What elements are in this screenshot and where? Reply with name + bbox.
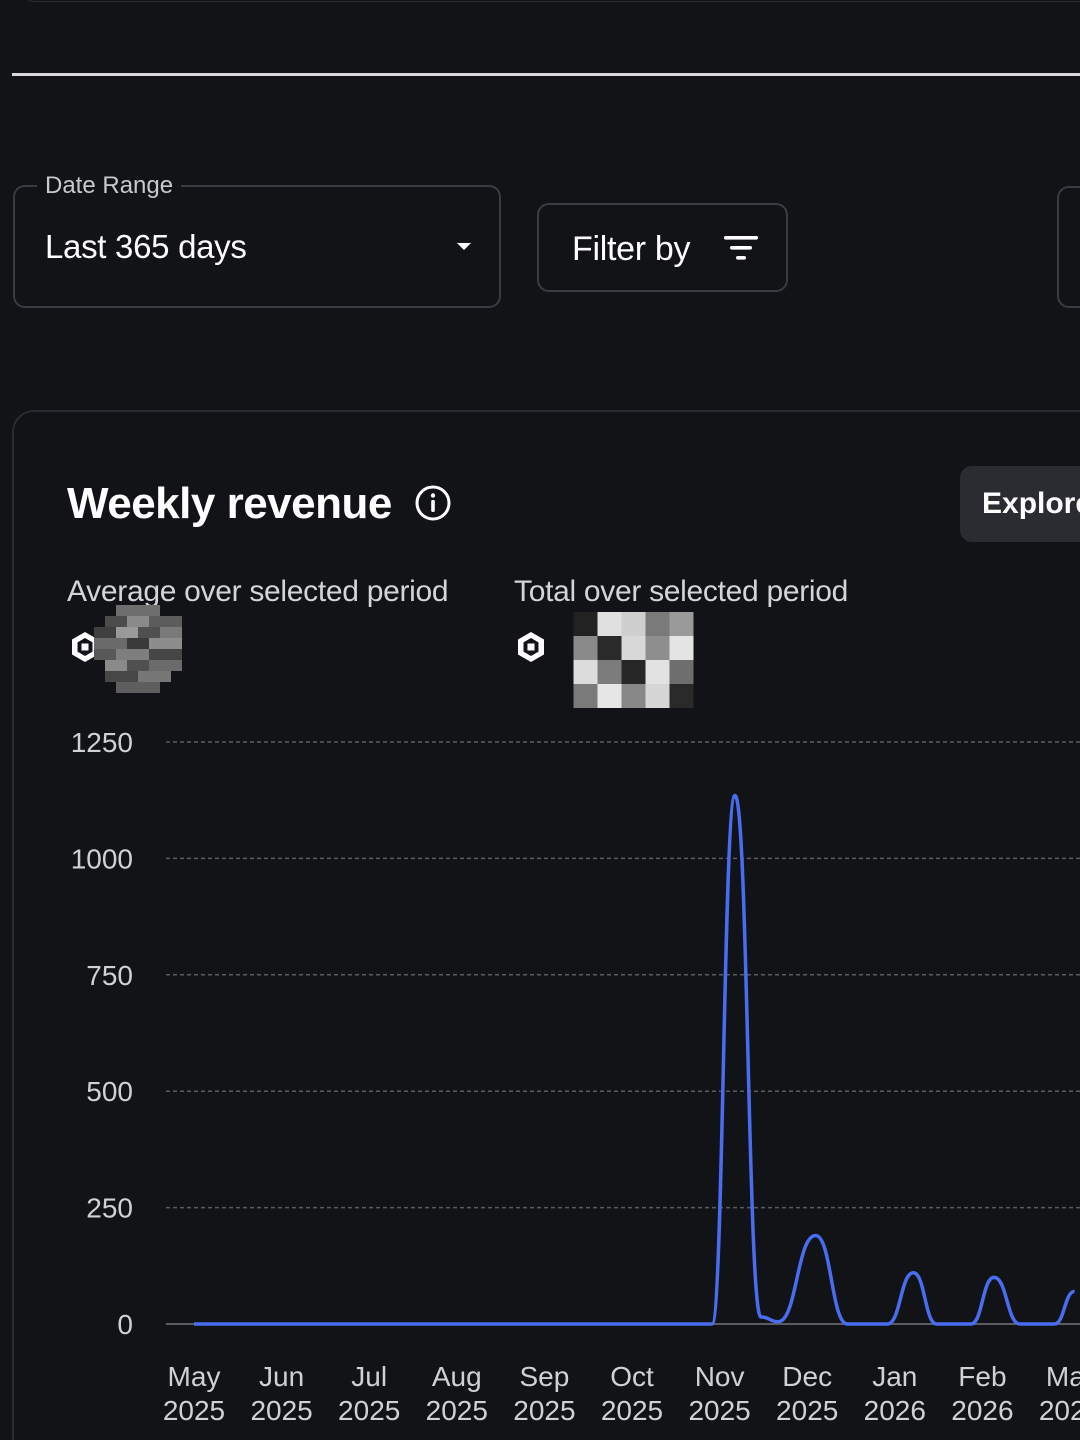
x-tick-label: Jan xyxy=(872,1361,917,1392)
card-title: Weekly revenue xyxy=(67,479,392,528)
robux-icon xyxy=(72,632,98,662)
robux-icon xyxy=(518,632,544,662)
x-tick-label: 2025 xyxy=(601,1395,663,1426)
y-tick-label: 500 xyxy=(86,1076,133,1107)
x-tick-label: 2026 xyxy=(951,1395,1013,1426)
redacted-total-value xyxy=(573,612,694,708)
filter-by-label: Filter by xyxy=(572,230,691,268)
revenue-series-line xyxy=(194,793,1076,1326)
x-tick-label: 2026 xyxy=(1039,1395,1080,1426)
y-tick-label: 0 xyxy=(117,1309,133,1340)
x-tick-label: Aug xyxy=(432,1361,482,1392)
redacted-average-value xyxy=(94,605,182,693)
average-label: Average over selected period xyxy=(67,575,449,608)
weekly-revenue-card xyxy=(12,410,1080,1440)
x-tick-label: Sep xyxy=(519,1361,569,1392)
x-tick-label: 2025 xyxy=(688,1395,750,1426)
next-control-edge[interactable] xyxy=(1057,186,1080,308)
total-label: Total over selected period xyxy=(514,575,849,608)
explore-label: Explore xyxy=(982,487,1080,520)
x-tick-label: Feb xyxy=(958,1361,1006,1392)
y-tick-label: 750 xyxy=(86,960,133,991)
x-tick-label: Dec xyxy=(782,1361,832,1392)
x-tick-label: 2025 xyxy=(776,1395,838,1426)
caret-down-icon xyxy=(457,243,471,250)
explore-button[interactable]: Explore xyxy=(960,466,1080,542)
date-range-value: Last 365 days xyxy=(45,228,247,265)
info-icon[interactable] xyxy=(414,484,452,522)
date-range-select[interactable]: Date Range Last 365 days xyxy=(13,171,501,308)
x-tick-label: Mar xyxy=(1046,1361,1080,1392)
x-tick-label: 2025 xyxy=(513,1395,575,1426)
y-tick-label: 1250 xyxy=(71,727,133,758)
x-tick-label: Jun xyxy=(259,1361,304,1392)
x-tick-label: Nov xyxy=(695,1361,745,1392)
y-tick-label: 1000 xyxy=(71,843,133,874)
x-tick-label: May xyxy=(168,1361,221,1392)
x-tick-label: 2025 xyxy=(338,1395,400,1426)
x-tick-label: Oct xyxy=(610,1361,654,1392)
section-divider xyxy=(12,73,1080,76)
x-tick-label: 2025 xyxy=(163,1395,225,1426)
x-tick-label: Jul xyxy=(351,1361,387,1392)
x-tick-label: 2025 xyxy=(250,1395,312,1426)
date-range-label: Date Range xyxy=(37,171,182,201)
filter-icon xyxy=(724,236,758,260)
y-tick-label: 250 xyxy=(86,1193,133,1224)
x-tick-label: 2026 xyxy=(864,1395,926,1426)
x-tick-label: 2025 xyxy=(426,1395,488,1426)
filter-by-button[interactable]: Filter by xyxy=(537,203,788,292)
